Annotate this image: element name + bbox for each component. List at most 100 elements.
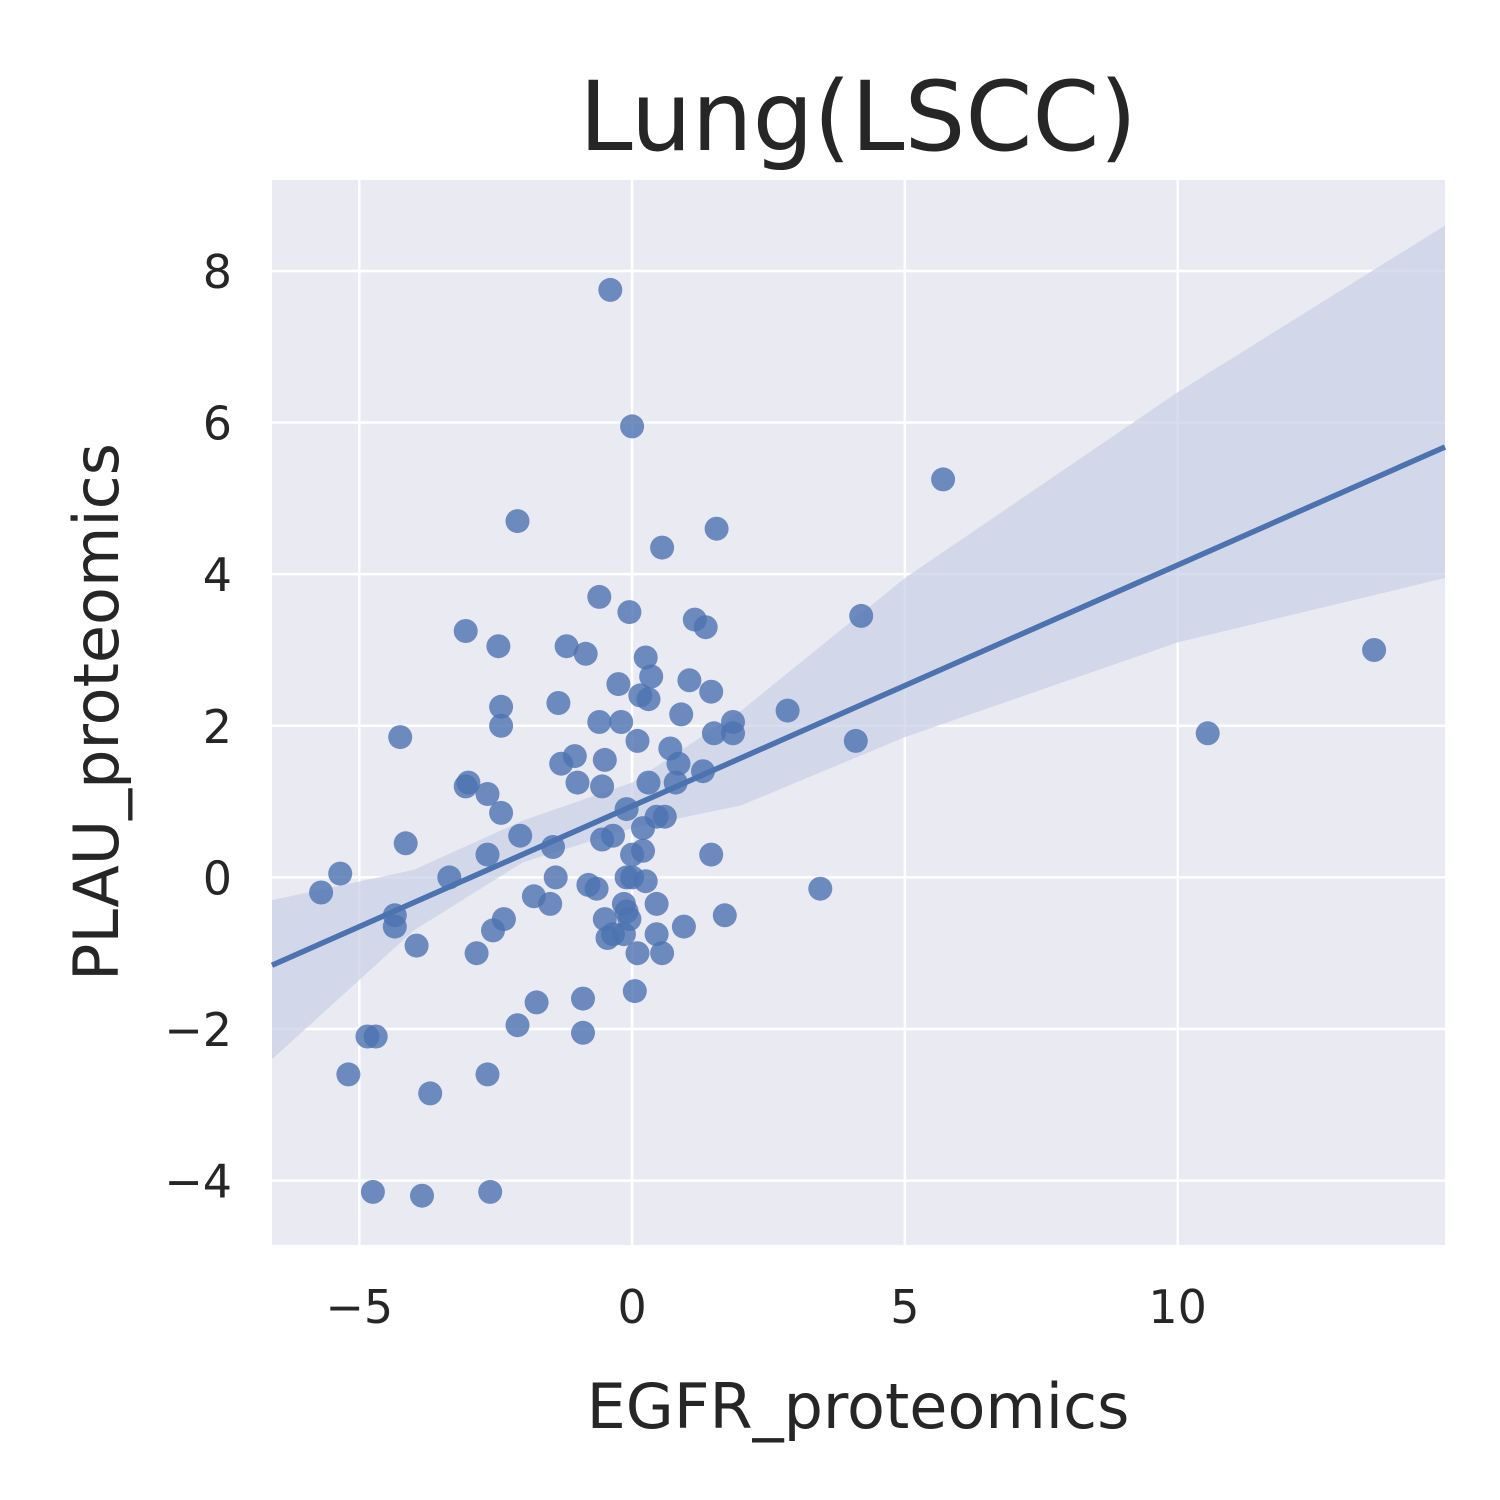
data-point-31 — [701, 721, 726, 746]
data-point-55 — [508, 823, 533, 848]
data-point-17 — [639, 664, 664, 689]
data-point-99 — [571, 1020, 595, 1045]
data-point-103 — [475, 1062, 500, 1087]
data-point-45 — [636, 770, 661, 795]
data-point-64 — [328, 861, 353, 886]
data-point-20 — [699, 679, 724, 704]
data-point-28 — [609, 710, 634, 734]
chart-title: Lung(LSCC) — [579, 61, 1137, 173]
data-point-43 — [565, 770, 590, 795]
data-point-41 — [666, 751, 691, 776]
data-point-86 — [671, 914, 696, 939]
data-point-3 — [505, 509, 530, 534]
data-point-73 — [309, 880, 334, 905]
confidence-band-group — [272, 225, 1445, 1060]
data-point-18 — [606, 672, 631, 697]
data-point-22 — [636, 687, 661, 712]
data-point-29 — [489, 713, 514, 738]
data-point-24 — [546, 691, 571, 715]
data-point-23 — [489, 694, 514, 719]
y-tick-label-1: −2 — [164, 1003, 232, 1057]
data-point-39 — [549, 751, 574, 776]
data-point-94 — [464, 941, 489, 966]
data-point-26 — [669, 702, 694, 727]
data-point-11 — [486, 634, 511, 659]
data-point-15 — [693, 615, 718, 640]
data-point-58 — [393, 831, 418, 856]
x-tick-label-2: 5 — [890, 1280, 919, 1334]
data-point-104 — [418, 1081, 443, 1106]
y-tick-label-5: 6 — [203, 397, 232, 451]
data-point-92 — [650, 941, 675, 966]
data-point-106 — [410, 1183, 434, 1208]
x-axis-label: EGFR_proteomics — [587, 1370, 1130, 1443]
data-point-44 — [590, 774, 615, 799]
data-point-101 — [363, 1024, 388, 1049]
y-tick-label-0: −4 — [164, 1155, 232, 1209]
regression-line-group — [270, 444, 1447, 968]
data-point-107 — [478, 1179, 503, 1204]
x-tick-labels: −5 0 5 10 — [325, 1280, 1207, 1334]
data-point-27 — [587, 710, 612, 734]
data-point-6 — [587, 584, 612, 609]
data-point-81 — [712, 903, 737, 928]
data-point-9 — [1362, 638, 1387, 662]
data-point-63 — [475, 842, 500, 867]
data-point-66 — [543, 865, 568, 890]
data-point-90 — [595, 926, 620, 950]
data-point-5 — [704, 516, 729, 541]
data-point-57 — [590, 827, 615, 852]
data-point-93 — [625, 941, 650, 966]
data-point-48 — [456, 770, 481, 795]
data-point-13 — [573, 641, 598, 666]
data-point-0 — [598, 277, 623, 302]
regression-line — [270, 444, 1447, 968]
data-point-12 — [554, 634, 579, 659]
data-point-72 — [808, 876, 833, 901]
data-point-36 — [388, 725, 413, 750]
data-point-61 — [620, 842, 645, 867]
data-point-8 — [849, 603, 874, 628]
y-tick-labels: −4 −2 0 2 4 6 8 — [164, 245, 232, 1209]
data-point-40 — [592, 747, 617, 772]
data-point-102 — [336, 1062, 361, 1087]
data-point-2 — [931, 467, 956, 492]
data-point-85 — [481, 918, 505, 943]
y-tick-label-6: 8 — [203, 245, 232, 299]
data-point-34 — [625, 728, 650, 753]
data-point-16 — [633, 645, 658, 670]
data-point-71 — [584, 876, 609, 901]
data-point-96 — [571, 986, 595, 1011]
data-point-10 — [453, 619, 478, 643]
y-axis-label: PLAU_proteomics — [60, 443, 133, 981]
data-point-32 — [721, 721, 745, 746]
data-point-4 — [650, 535, 675, 560]
x-tick-label-3: 10 — [1148, 1280, 1207, 1334]
data-point-97 — [524, 990, 549, 1015]
data-point-89 — [644, 922, 669, 947]
data-point-54 — [631, 816, 655, 841]
data-point-1 — [620, 414, 645, 439]
y-tick-label-2: 0 — [203, 851, 232, 905]
x-tick-label-0: −5 — [325, 1280, 393, 1334]
data-point-53 — [652, 804, 677, 829]
y-tick-label-4: 4 — [203, 548, 232, 602]
data-point-84 — [382, 914, 407, 939]
data-point-51 — [489, 800, 514, 825]
data-points — [309, 277, 1387, 1208]
data-point-62 — [699, 842, 724, 867]
data-point-7 — [617, 600, 642, 625]
y-tick-label-3: 2 — [203, 700, 232, 754]
data-point-69 — [633, 869, 658, 894]
confidence-band — [272, 225, 1445, 1060]
data-point-91 — [404, 933, 429, 958]
data-point-75 — [538, 891, 563, 916]
data-point-33 — [1195, 721, 1220, 746]
data-point-49 — [475, 782, 500, 806]
data-point-98 — [505, 1013, 530, 1038]
data-point-35 — [843, 728, 868, 753]
data-point-105 — [360, 1179, 385, 1204]
data-point-95 — [622, 979, 647, 1004]
data-point-77 — [644, 891, 669, 916]
